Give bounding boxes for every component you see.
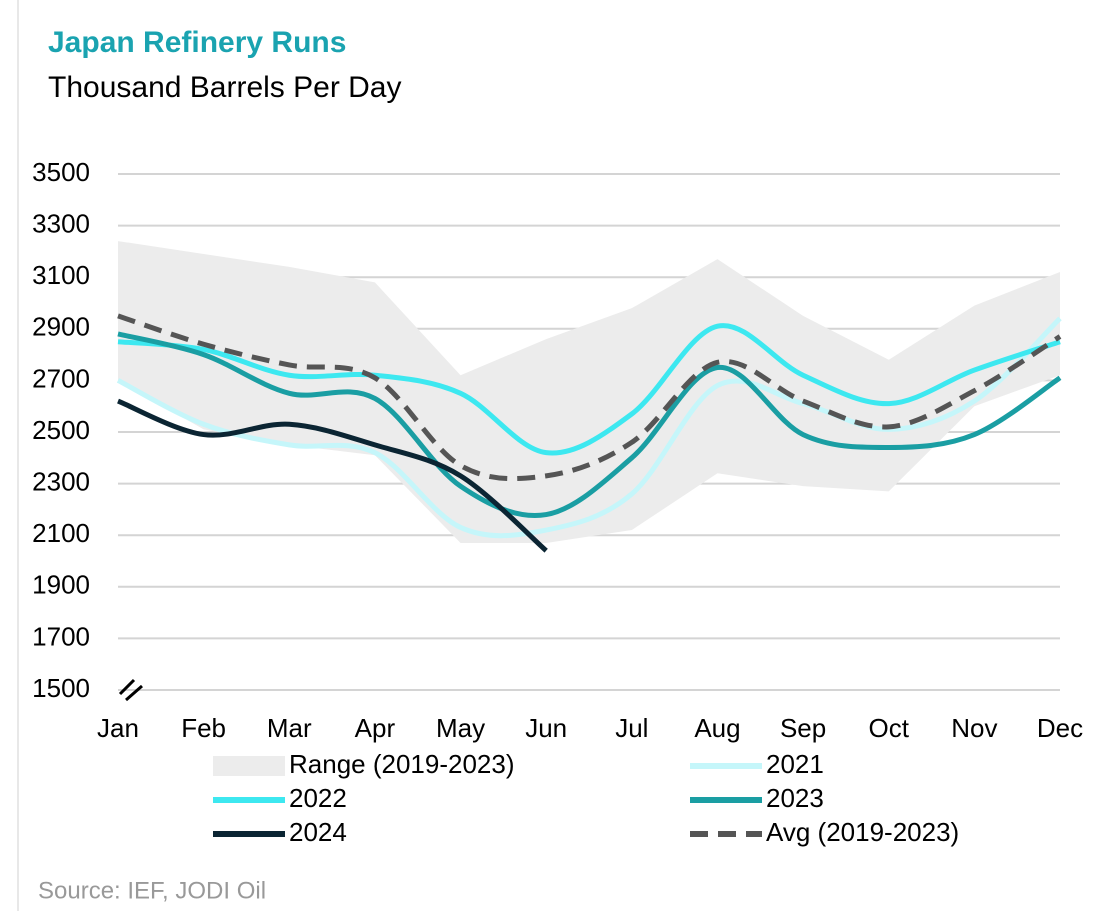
legend-label: Range (2019-2023)	[289, 749, 515, 779]
legend-label: 2023	[766, 783, 824, 813]
legend-label: 2022	[289, 783, 347, 813]
y-tick-label: 2100	[32, 518, 90, 548]
series-line	[117, 323, 1061, 456]
series-line	[117, 313, 1062, 482]
x-tick-label: Feb	[181, 713, 226, 743]
x-tick-label: Jul	[615, 713, 648, 743]
x-tick-label: Oct	[869, 713, 910, 743]
legend-label: Avg (2019-2023)	[766, 817, 959, 847]
x-tick-label: Sep	[780, 713, 826, 743]
y-tick-label: 2300	[32, 466, 90, 496]
x-tick-label: Aug	[694, 713, 740, 743]
legend-label: 2024	[289, 817, 347, 847]
y-tick-label: 3100	[32, 260, 90, 290]
x-tick-label: May	[436, 713, 485, 743]
series-line	[117, 398, 548, 553]
x-tick-label: Mar	[267, 713, 312, 743]
chart-title: Japan Refinery Runs	[48, 26, 346, 59]
x-tick-label: Apr	[355, 713, 396, 743]
source: Source: IEF, JODI Oil	[38, 877, 266, 904]
x-tick-label: Dec	[1037, 713, 1083, 743]
series-line	[116, 316, 1062, 539]
x-tick-label: Nov	[951, 713, 997, 743]
y-tick-label: 1500	[32, 673, 90, 703]
range-band	[118, 241, 1060, 543]
y-tick-label: 2500	[32, 415, 90, 445]
legend-label: 2021	[766, 749, 824, 779]
chart-subtitle: Thousand Barrels Per Day	[48, 71, 402, 104]
y-tick-label: 1700	[32, 621, 90, 651]
y-tick-label: 3300	[32, 208, 90, 238]
y-tick-label: 3500	[32, 157, 90, 187]
axis-break	[118, 678, 143, 702]
y-tick-label: 2900	[32, 312, 90, 342]
series-line	[117, 331, 1062, 518]
x-tick-label: Jan	[97, 713, 139, 743]
x-tick-label: Jun	[525, 713, 567, 743]
legend-swatch	[213, 756, 285, 776]
y-tick-label: 2700	[32, 363, 90, 393]
y-tick-label: 1900	[32, 570, 90, 600]
